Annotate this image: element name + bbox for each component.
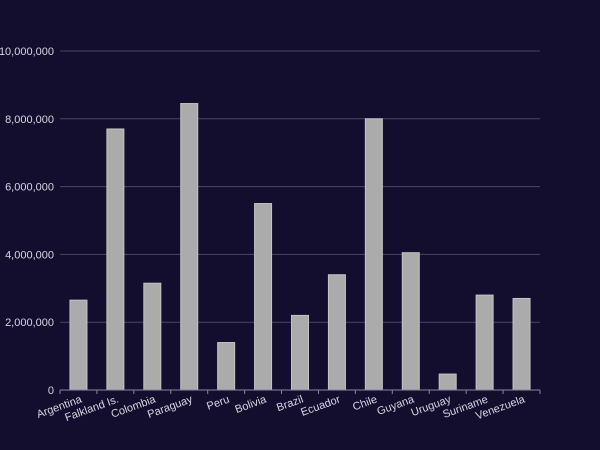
bar[interactable] bbox=[364, 118, 383, 391]
y-tick-label: 2,000,000 bbox=[5, 317, 54, 329]
bar[interactable] bbox=[217, 342, 236, 391]
x-tick-label: Guyana bbox=[375, 393, 416, 418]
bar[interactable] bbox=[69, 299, 88, 391]
gridlines bbox=[60, 50, 540, 323]
y-tick-label: 6,000,000 bbox=[5, 182, 54, 194]
bar[interactable] bbox=[106, 128, 125, 391]
bar[interactable] bbox=[401, 252, 420, 391]
bar[interactable] bbox=[143, 282, 162, 391]
bar[interactable] bbox=[291, 314, 309, 391]
x-tick-label: Peru bbox=[205, 394, 231, 413]
x-tick-label: Ecuador bbox=[299, 393, 342, 418]
y-tick-label: 4,000,000 bbox=[5, 249, 54, 261]
bar[interactable] bbox=[180, 103, 199, 391]
bar[interactable] bbox=[438, 373, 457, 391]
axes bbox=[59, 389, 541, 394]
bar[interactable] bbox=[254, 203, 273, 391]
bar[interactable] bbox=[327, 274, 346, 391]
y-tick-label: 0 bbox=[48, 385, 54, 397]
bars bbox=[69, 103, 531, 391]
x-tick-label: Chile bbox=[351, 394, 379, 414]
y-tick-label: 8,000,000 bbox=[5, 114, 54, 126]
x-tick-label: Bolivia bbox=[234, 393, 269, 416]
y-tick-labels: 0 2,000,000 4,000,000 6,000,000 8,000,000 10,… bbox=[0, 46, 54, 397]
y-tick-label: 10,000,000 bbox=[0, 46, 54, 58]
bar[interactable] bbox=[475, 294, 494, 391]
bar[interactable] bbox=[512, 297, 531, 391]
